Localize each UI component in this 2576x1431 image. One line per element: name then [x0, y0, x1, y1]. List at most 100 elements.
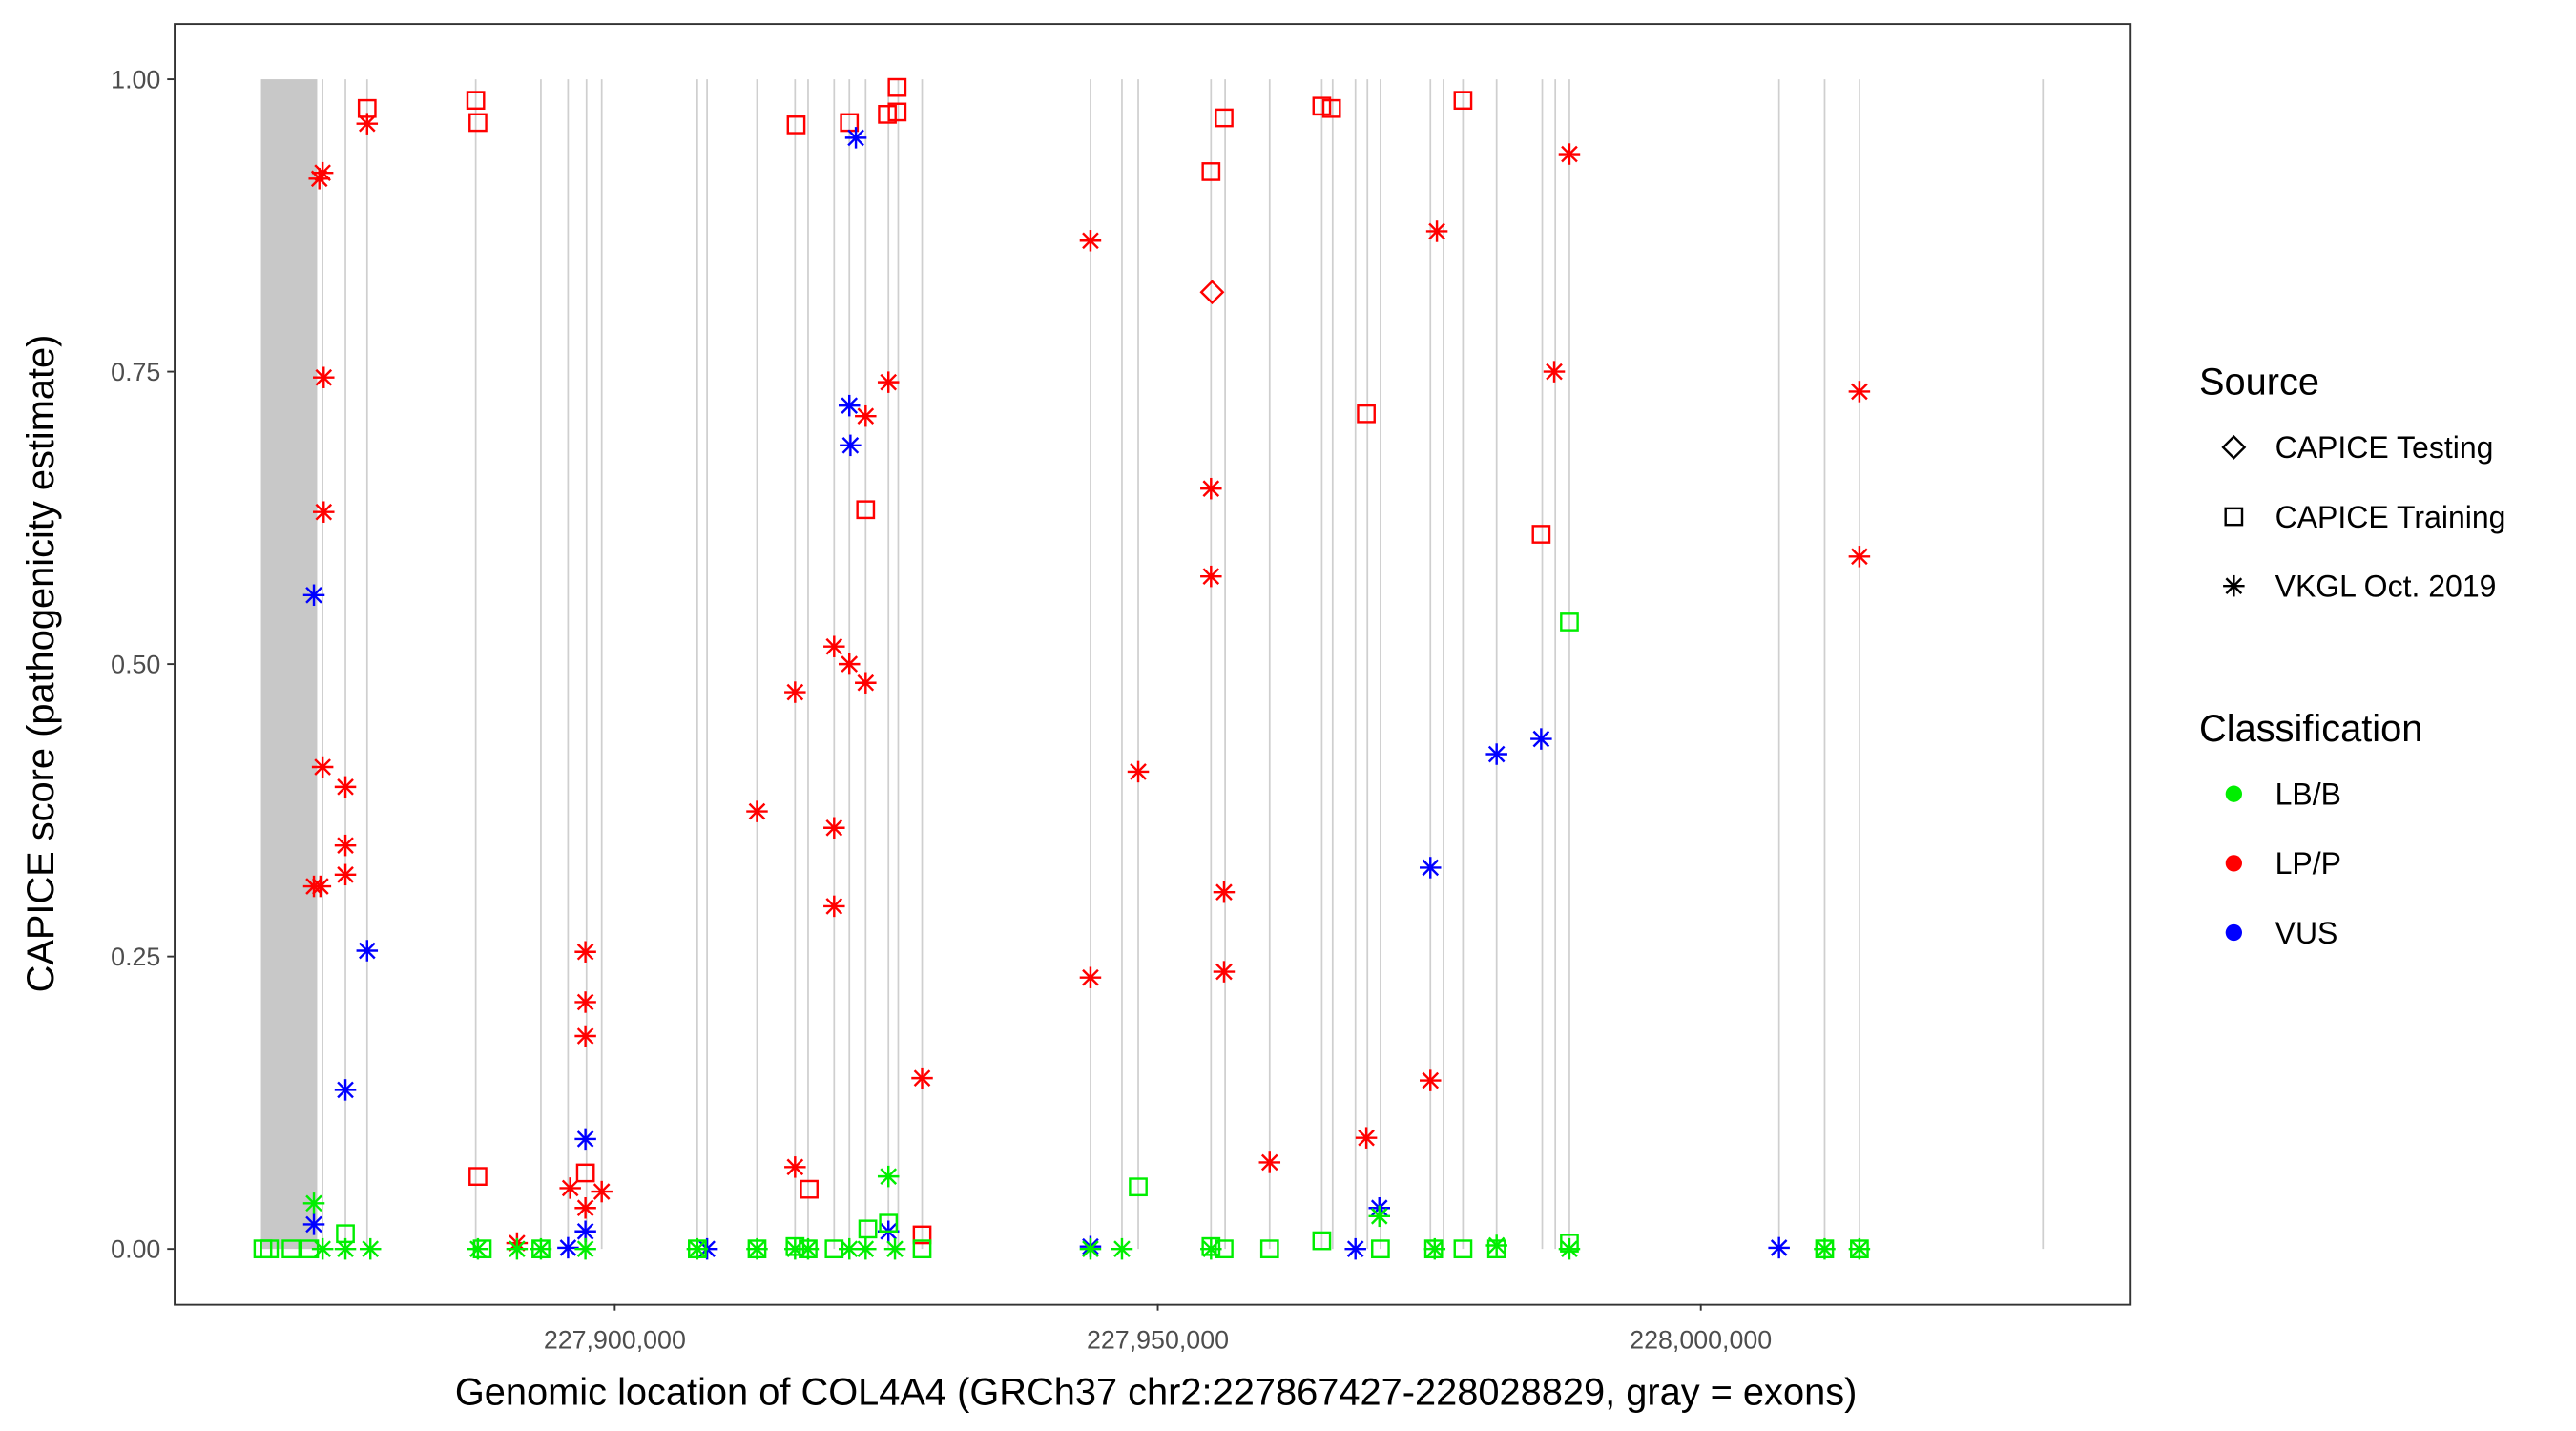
legend-class-label: LB/B — [2275, 777, 2341, 811]
legend-class-key — [2225, 785, 2242, 802]
x-axis: 227,900,000 227,950,000 228,000,000 — [544, 1303, 1772, 1354]
data-point — [1312, 96, 1332, 116]
data-point — [844, 127, 867, 149]
data-point — [746, 800, 768, 822]
data-point — [877, 1165, 900, 1188]
data-point — [1560, 612, 1579, 632]
data-point — [1200, 477, 1222, 500]
data-point — [557, 1236, 579, 1259]
data-point — [506, 1237, 529, 1260]
data-point — [356, 113, 379, 135]
data-point — [311, 756, 334, 778]
data-point — [1111, 1237, 1133, 1260]
data-point — [468, 113, 488, 133]
data-point — [840, 434, 862, 457]
x-tick-label: 228,000,000 — [1630, 1325, 1772, 1354]
legend-source-label: VKGL Oct. 2019 — [2275, 569, 2497, 603]
data-point — [1558, 143, 1581, 165]
data-point — [855, 404, 877, 427]
data-point — [466, 91, 486, 111]
data-point — [823, 635, 845, 657]
y-tick-label: 0.25 — [111, 943, 160, 971]
data-point — [1425, 220, 1448, 242]
data-point — [302, 584, 325, 607]
y-tick-label: 0.50 — [111, 651, 160, 679]
data-point — [1815, 1239, 1835, 1259]
data-point — [302, 1213, 325, 1235]
data-point — [1213, 881, 1236, 903]
data-point — [334, 776, 357, 798]
data-point — [575, 1163, 595, 1183]
data-point — [823, 895, 845, 918]
data-point — [336, 1224, 355, 1244]
data-point — [1213, 961, 1236, 983]
legend: Source CAPICE Testing CAPICE Training VKGL… — [2199, 361, 2505, 949]
data-point — [1129, 1177, 1148, 1197]
y-axis: 0.00 0.25 0.50 0.75 1.00 — [111, 66, 175, 1264]
data-point — [1259, 1239, 1279, 1259]
data-point — [574, 941, 596, 963]
data-point — [877, 371, 900, 393]
legend-class-key — [2225, 923, 2242, 942]
data-point — [1543, 361, 1566, 383]
data-point — [1199, 280, 1225, 305]
data-point — [1560, 1234, 1579, 1253]
data-point — [531, 1239, 551, 1259]
legend-source-key — [2223, 574, 2245, 597]
x-axis-title: Genomic location of COL4A4 (GRCh37 chr2:… — [455, 1371, 1858, 1413]
data-point — [1215, 1239, 1234, 1259]
data-point — [1453, 91, 1473, 111]
data-point — [1079, 1237, 1102, 1260]
data-point — [1079, 966, 1102, 988]
data-point — [300, 1239, 320, 1259]
data-point — [887, 102, 907, 122]
data-point — [1531, 525, 1551, 544]
data-point — [856, 500, 876, 520]
y-tick-label: 0.00 — [111, 1235, 160, 1264]
data-point — [799, 1239, 818, 1259]
data-point — [823, 817, 845, 840]
data-point — [1768, 1236, 1790, 1259]
data-point — [1850, 1239, 1869, 1259]
exon-layer — [260, 79, 2045, 1250]
data-point — [785, 1236, 805, 1256]
data-point — [468, 1167, 488, 1187]
data-point — [313, 501, 335, 523]
data-point — [878, 104, 897, 124]
data-point — [879, 1213, 899, 1234]
data-point — [855, 672, 877, 694]
data-point — [334, 1079, 357, 1101]
data-point — [1079, 230, 1102, 252]
data-point — [1420, 857, 1442, 879]
data-point — [747, 1239, 767, 1259]
data-point — [574, 991, 596, 1013]
data-point — [1258, 1151, 1281, 1173]
data-point — [1485, 743, 1507, 765]
legend-class-label: VUS — [2275, 916, 2338, 950]
data-point — [800, 1179, 819, 1199]
data-point — [313, 366, 335, 388]
data-point — [1201, 1236, 1221, 1256]
x-tick-label: 227,950,000 — [1087, 1325, 1229, 1354]
data-point — [1321, 98, 1341, 118]
data-point — [281, 1239, 301, 1259]
data-point — [824, 1239, 844, 1259]
data-point — [302, 1192, 325, 1214]
data-point — [591, 1180, 613, 1203]
legend-classification-title: Classification — [2199, 708, 2422, 750]
data-point — [574, 1128, 596, 1151]
data-point — [1355, 1127, 1378, 1149]
data-point — [912, 1225, 932, 1245]
y-tick-label: 1.00 — [111, 66, 160, 94]
data-point — [1371, 1239, 1390, 1259]
data-point — [1200, 565, 1222, 588]
x-tick-label: 227,900,000 — [544, 1325, 686, 1354]
data-point — [1215, 108, 1234, 128]
data-point — [334, 834, 357, 857]
data-point — [334, 863, 357, 886]
data-point — [1530, 728, 1552, 750]
legend-class-label: LP/P — [2275, 846, 2341, 881]
data-point — [574, 1237, 596, 1260]
data-point — [883, 1237, 906, 1260]
